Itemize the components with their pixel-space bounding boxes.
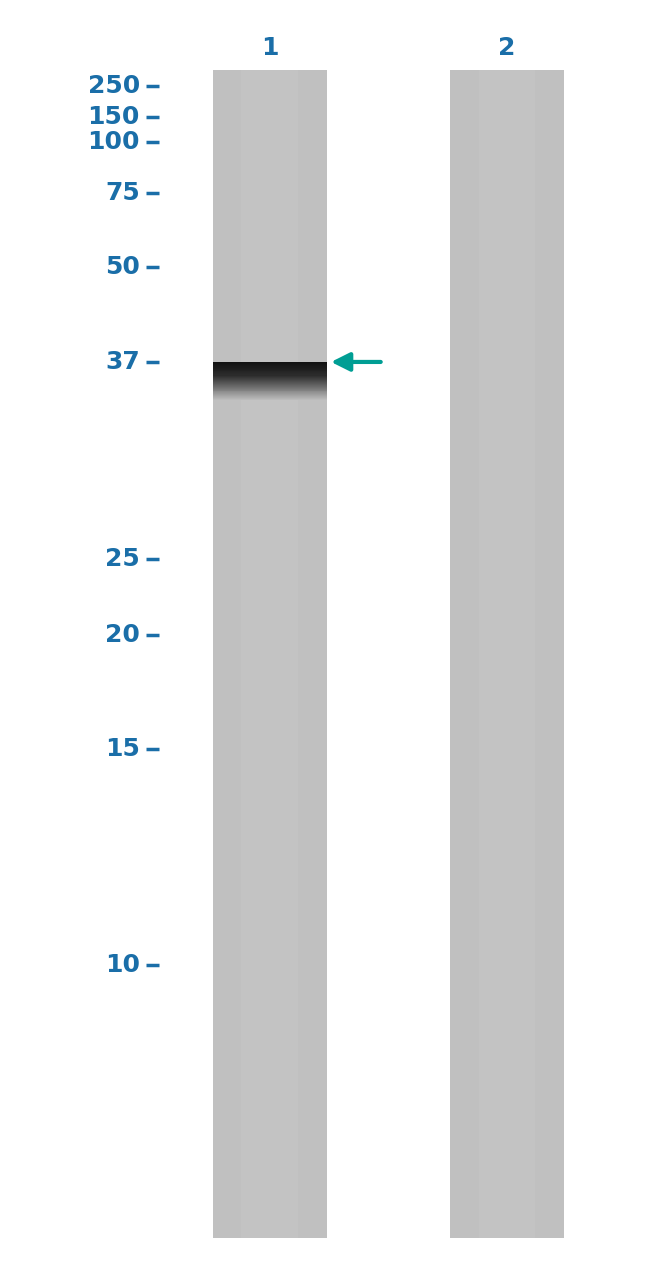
Text: 37: 37 — [105, 351, 140, 373]
Text: 25: 25 — [105, 547, 140, 570]
Bar — [478, 70, 536, 1238]
Text: 150: 150 — [87, 105, 140, 128]
Text: 15: 15 — [105, 738, 140, 761]
Bar — [450, 70, 564, 1238]
Text: 50: 50 — [105, 255, 140, 278]
Text: 250: 250 — [88, 75, 140, 98]
Text: 1: 1 — [261, 37, 278, 60]
Bar — [213, 70, 326, 1238]
Text: 10: 10 — [105, 954, 140, 977]
Text: 20: 20 — [105, 624, 140, 646]
Text: 2: 2 — [499, 37, 515, 60]
Bar — [241, 70, 298, 1238]
Text: 75: 75 — [105, 182, 140, 204]
Text: 100: 100 — [87, 131, 140, 154]
